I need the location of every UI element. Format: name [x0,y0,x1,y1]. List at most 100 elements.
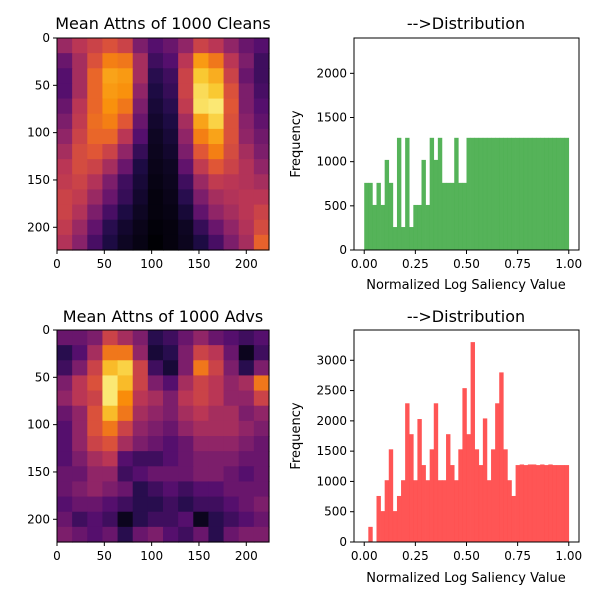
heatmap-cell [132,436,149,452]
heatmap-cell [223,375,240,392]
histogram-bar [474,449,480,542]
histogram-bar [392,511,398,542]
heatmap-cell [72,496,88,513]
heatmap-cell [72,53,88,69]
histogram-bar [392,227,398,250]
heatmap-cell [147,496,164,513]
heatmap-cell [102,481,119,498]
heatmap-cell [238,189,255,206]
heatmap-cell [238,234,255,251]
heatmap-cell [193,234,210,251]
heatmap-cell [57,174,73,191]
heatmap-cell [57,345,73,361]
heatmap-cell [87,330,104,346]
heatmap-cell [223,68,240,85]
heatmap-cell [253,128,270,145]
histogram-bar [519,137,525,250]
histogram-bar [560,137,565,250]
heatmap-cell [253,159,270,175]
histogram-bar [413,204,418,250]
heatmap-cell [238,98,255,115]
heatmap-cell [87,511,104,528]
heatmap-cell [163,144,179,160]
heatmap-cell [102,360,119,377]
histogram-bar [450,465,455,542]
heatmap-cell [163,390,179,407]
heatmap-cell [253,174,270,191]
histogram-bar [470,137,475,250]
heatmap-cell [147,234,164,251]
heatmap-cell [72,360,88,377]
x-tick-label: 50 [97,549,112,563]
histogram-bar [503,137,508,250]
heatmap-cell [193,526,210,543]
heatmap-cell [117,113,134,130]
heatmap-cell [102,83,119,100]
heatmap-cell [87,204,104,221]
heatmap-cell [208,390,225,407]
heatmap-cell [57,466,73,483]
heatmap-cell [193,330,210,346]
axis-ticks: 0.00 0.25 0.50 0.75 1.00 0 500 1000 1500 2000 [316,66,582,271]
histogram-bar [401,227,406,250]
histogram-bar [433,159,439,250]
histogram-bar [396,137,402,250]
heatmap-cell [57,375,73,392]
heatmap-cell [193,496,210,513]
heatmap-cell [87,496,104,513]
heatmap-cell [238,496,255,513]
heatmap-cell [72,113,88,130]
heatmap-cell [72,345,88,361]
histogram-bar [417,419,422,542]
histogram-bar [368,526,373,542]
heatmap-cell [87,526,104,543]
histogram-bar [531,137,537,250]
x-tick-label: 0 [53,549,61,563]
heatmap-cell [102,113,119,130]
heatmap-cell [132,189,149,206]
histogram-bar [511,495,516,542]
axis-ticks: 0.00 0.25 0.50 0.75 1.00 0 500 1000 1500 2000 2500… [316,353,582,563]
heatmap-cell [117,390,134,407]
heatmap-cell [57,511,73,528]
heatmap-cell [72,526,88,543]
heatmap-cell [223,345,240,361]
heatmap-cell [87,405,104,422]
histogram-bar [527,137,533,250]
heatmap-cell [147,204,164,221]
heatmap-cell [87,83,104,100]
heatmap-cell [87,436,104,452]
x-tick-label: 0 [53,257,61,271]
heatmap-cell [147,330,164,346]
heatmap-cell [253,189,270,206]
heatmap-cell [193,68,210,85]
heatmap-cell [147,466,164,483]
heatmap-cell [147,189,164,206]
histogram-bar [478,465,484,542]
heatmap-cell [102,144,119,160]
heatmap-cell [132,466,149,483]
heatmap-cell [87,390,104,407]
heatmap-cell [253,496,270,513]
heatmap-cell [208,511,225,528]
heatmap-cell [208,375,225,392]
y-tick-label: 1000 [316,155,347,169]
heatmap-cell [253,38,270,54]
heatmap-cell [72,128,88,145]
histogram-bar [441,480,447,542]
heatmap-cell [253,436,270,452]
histogram-bar [425,480,430,542]
heatmap-cell [208,345,225,361]
x-tick-label: 0.25 [402,257,429,271]
heatmap-cell [132,98,149,115]
histogram-bar [482,137,488,250]
heatmap-cell [163,420,179,437]
histogram-bar [540,464,545,542]
heatmap-cell [132,53,149,69]
histogram-bar [462,182,467,250]
histogram-bar [523,465,529,542]
heatmap-cell [208,420,225,437]
histogram-bar [376,182,381,250]
histogram-bar [364,182,369,250]
histogram-bar [429,449,435,542]
